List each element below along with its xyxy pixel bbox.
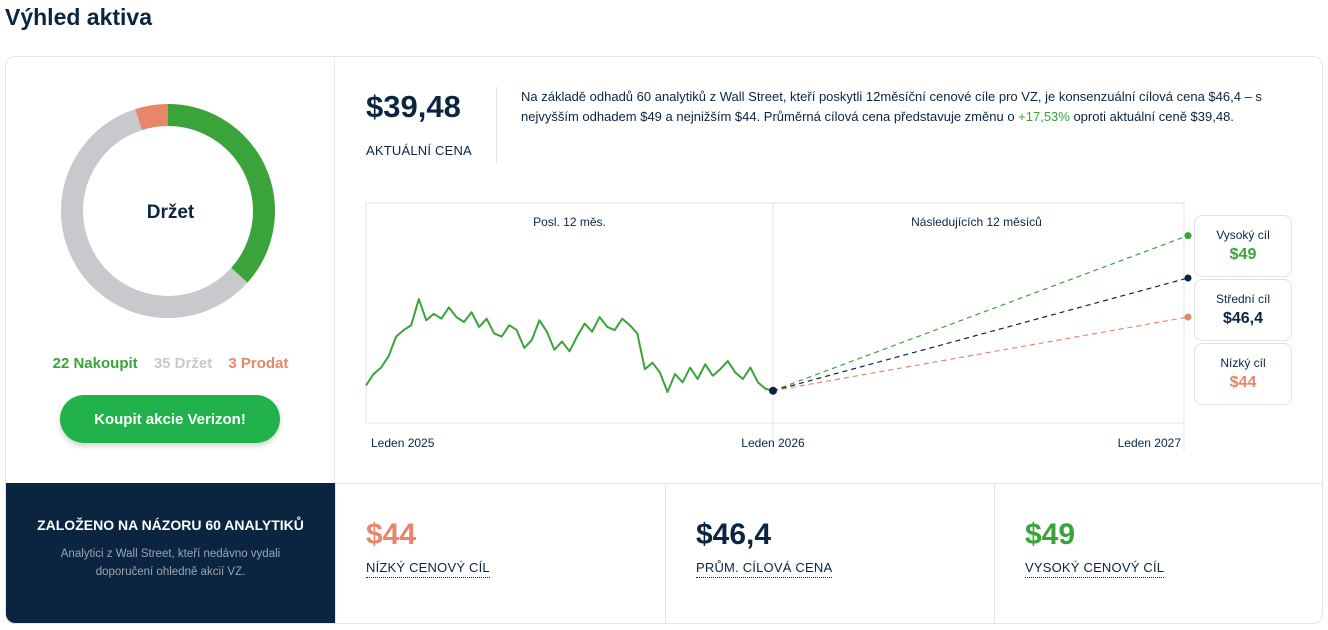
- forecast-point-high: [1184, 232, 1192, 240]
- high-price-target: $49 VYSOKÝ CENOVÝ CÍL: [994, 483, 1322, 623]
- analyst-basis-subtitle: Analytici z Wall Street, kteří nedávno v…: [60, 548, 281, 578]
- chart-frame: [365, 202, 1185, 424]
- high-target-label: Vysoký cíl: [1216, 228, 1270, 242]
- mid-target-label: Střední cíl: [1215, 292, 1271, 306]
- mid-target-value: $46,4: [1222, 310, 1264, 327]
- forecast-point-mid: [1184, 274, 1192, 282]
- avg-price-target-label[interactable]: PRŮM. CÍLOVÁ CENA: [696, 560, 833, 578]
- analyst-basis: ZALOŽENO NA NÁZORU 60 ANALYTIKŮ Analytic…: [6, 483, 335, 623]
- avg-price-target: $46,4 PRŮM. CÍLOVÁ CENA: [665, 483, 995, 623]
- low-price-target-label[interactable]: NÍZKÝ CENOVÝ CÍL: [366, 560, 490, 578]
- low-target-value: $44: [1229, 374, 1257, 391]
- current-price-point: [769, 386, 777, 395]
- consensus-rating: Držet: [146, 202, 195, 223]
- hold-count: 35 Držet: [153, 355, 213, 372]
- price-forecast-chart: Posl. 12 měs. Následujících 12 měsíců Lede…: [365, 202, 1192, 451]
- high-price-target-label[interactable]: VYSOKÝ CENOVÝ CÍL: [1025, 560, 1165, 578]
- donut-segment-sell: [61, 104, 275, 318]
- mid-target-box: Střední cíl $46,4: [1194, 279, 1292, 341]
- analyst-basis-title: ZALOŽENO NA NÁZORU 60 ANALYTIKŮ: [37, 517, 304, 533]
- high-target-value: $49: [1229, 246, 1257, 263]
- page-title: Výhled aktiva: [5, 4, 153, 30]
- x-tick-label: Leden 2025: [371, 436, 435, 450]
- divider: [496, 87, 497, 163]
- summary-change: +17,53%: [1018, 109, 1070, 124]
- analyst-summary: Na základě odhadů 60 analytiků z Wall St…: [521, 87, 1301, 127]
- buy-count: 22 Nakoupit: [52, 355, 138, 372]
- forecast-line-low: [772, 316, 1189, 392]
- consensus-donut: [61, 104, 275, 318]
- high-target-box: Vysoký cíl $49: [1194, 215, 1292, 277]
- forecast-line-mid: [772, 277, 1189, 392]
- asset-outlook-card: Držet 22 Nakoupit 35 Držet 3 Prodat Koup…: [5, 56, 1323, 624]
- forecast-line-high: [772, 235, 1189, 392]
- forecast-panel: $39,48 AKTUÁLNÍ CENA Na základě odhadů 6…: [335, 57, 1322, 483]
- rating-counts: 22 Nakoupit 35 Držet 3 Prodat: [6, 355, 335, 372]
- donut-segment-hold: [61, 104, 275, 318]
- x-tick-label: Leden 2027: [1118, 436, 1182, 450]
- forecast-point-low: [1184, 313, 1192, 321]
- low-price-target: $44 NÍZKÝ CENOVÝ CÍL: [335, 483, 665, 623]
- current-price-label: AKTUÁLNÍ CENA: [366, 143, 472, 158]
- consensus-panel: Držet 22 Nakoupit 35 Držet 3 Prodat Koup…: [6, 57, 335, 483]
- low-price-target-value: $44: [366, 518, 417, 551]
- avg-price-target-value: $46,4: [696, 518, 772, 551]
- low-target-box: Nízký cíl $44: [1194, 343, 1292, 405]
- sell-count: 3 Prodat: [228, 355, 289, 372]
- price-history-line: [365, 298, 774, 393]
- chart-section-past: Posl. 12 měs.: [533, 215, 606, 229]
- summary-text-start: Na základě odhadů 60 analytiků z Wall St…: [521, 89, 1262, 124]
- chart-section-future: Následujících 12 měsíců: [911, 215, 1042, 229]
- buy-stock-button[interactable]: Koupit akcie Verizon!: [60, 395, 280, 443]
- high-price-target-value: $49: [1025, 518, 1076, 551]
- current-price: $39,48: [366, 89, 461, 124]
- summary-text-end: oproti aktuální ceně $39,48.: [1069, 109, 1234, 124]
- x-tick-label: Leden 2026: [741, 436, 805, 450]
- low-target-label: Nízký cíl: [1220, 356, 1266, 370]
